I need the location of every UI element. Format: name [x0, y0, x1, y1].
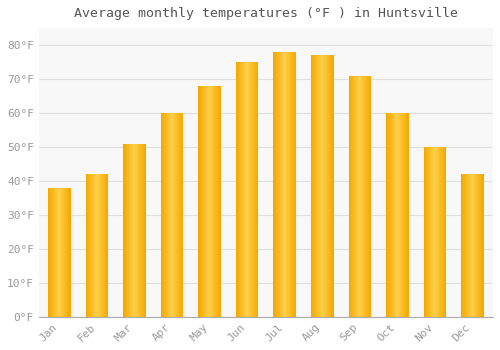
Title: Average monthly temperatures (°F ) in Huntsville: Average monthly temperatures (°F ) in Hu…	[74, 7, 458, 20]
